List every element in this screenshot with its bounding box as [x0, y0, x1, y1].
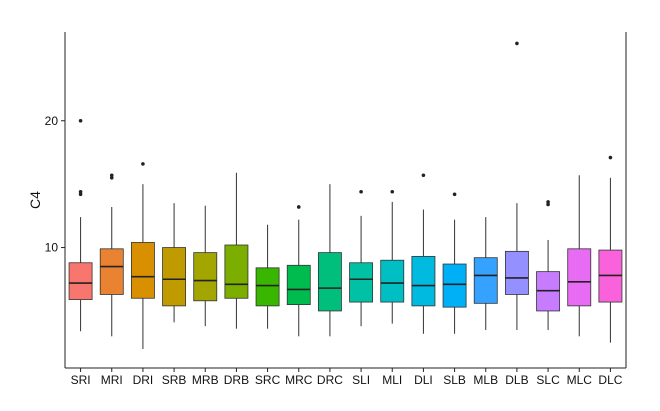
box-iqr: [224, 244, 249, 299]
x-tick-label: DLC: [598, 373, 622, 387]
y-axis-title: C4: [27, 191, 43, 209]
outlier-point: [296, 205, 301, 209]
box-iqr: [567, 248, 592, 307]
outlier-point: [390, 189, 395, 194]
panel-background: [65, 32, 626, 368]
box-iqr: [193, 252, 218, 302]
outlier-point: [109, 173, 114, 178]
box-src: [255, 224, 280, 329]
outlier-point: [109, 176, 114, 180]
y-tick-label: 20: [45, 114, 59, 128]
box-sli: [349, 189, 374, 327]
box-slc: [536, 200, 561, 330]
box-dli: [411, 173, 436, 334]
outlier-point: [452, 192, 457, 197]
box-iqr: [255, 267, 280, 307]
x-tick-label: MRB: [192, 373, 219, 387]
box-drc: [317, 184, 342, 337]
x-tick-label: SLB: [443, 373, 466, 387]
y-axis-ticks: 10 20: [45, 114, 65, 255]
box-mrb: [193, 205, 218, 327]
box-mrc: [286, 205, 311, 337]
outlier-point: [515, 41, 519, 46]
x-tick-label: DLB: [505, 373, 528, 387]
box-drb: [224, 172, 249, 329]
box-mlc: [567, 175, 592, 337]
x-tick-label: MLC: [567, 373, 593, 387]
box-iqr: [349, 262, 374, 303]
outlier-point: [546, 202, 550, 207]
box-iqr: [130, 242, 155, 299]
box-iqr: [473, 257, 498, 304]
outlier-point: [78, 118, 83, 123]
box-iqr: [380, 259, 405, 303]
box-mri: [99, 173, 124, 337]
box-iqr: [442, 263, 467, 308]
x-tick-label: DRI: [133, 373, 154, 387]
box-dri: [130, 162, 155, 349]
outlier-point: [78, 192, 83, 197]
box-iqr: [504, 250, 529, 295]
outlier-point: [78, 189, 83, 194]
outlier-point: [546, 200, 550, 204]
x-tick-label: DRB: [224, 373, 249, 387]
box-iqr: [68, 262, 93, 300]
x-axis-ticks: SRI MRI DRI SRB MRB DRB SRC MRC DRC SLI MLI DLI SLB M…: [71, 368, 623, 387]
box-mli: [380, 189, 405, 324]
x-tick-label: SLC: [536, 373, 560, 387]
x-tick-label: MLB: [473, 373, 498, 387]
x-tick-label: SLI: [352, 373, 370, 387]
box-mlb: [473, 217, 498, 330]
x-tick-label: MRC: [285, 373, 313, 387]
x-tick-label: SRB: [162, 373, 187, 387]
outlier-point: [359, 189, 363, 194]
x-tick-label: SRI: [71, 373, 91, 387]
box-slb: [442, 192, 467, 334]
x-tick-label: DRC: [317, 373, 343, 387]
x-tick-label: MLI: [382, 373, 402, 387]
outlier-point: [608, 155, 613, 160]
box-sri: [68, 118, 93, 332]
outlier-point: [421, 173, 426, 178]
x-tick-label: DLI: [414, 373, 433, 387]
x-tick-label: SRC: [255, 373, 281, 387]
boxes-group: [68, 41, 623, 349]
box-dlc: [598, 155, 623, 343]
box-dlb: [504, 41, 529, 330]
box-iqr: [317, 252, 342, 312]
outlier-point: [141, 162, 145, 166]
box-iqr: [99, 248, 124, 295]
x-tick-label: MRI: [101, 373, 123, 387]
box-iqr: [286, 264, 311, 306]
box-srb: [162, 203, 187, 323]
box-iqr: [411, 256, 436, 307]
y-tick-label: 10: [45, 241, 59, 255]
box-iqr: [162, 247, 187, 307]
